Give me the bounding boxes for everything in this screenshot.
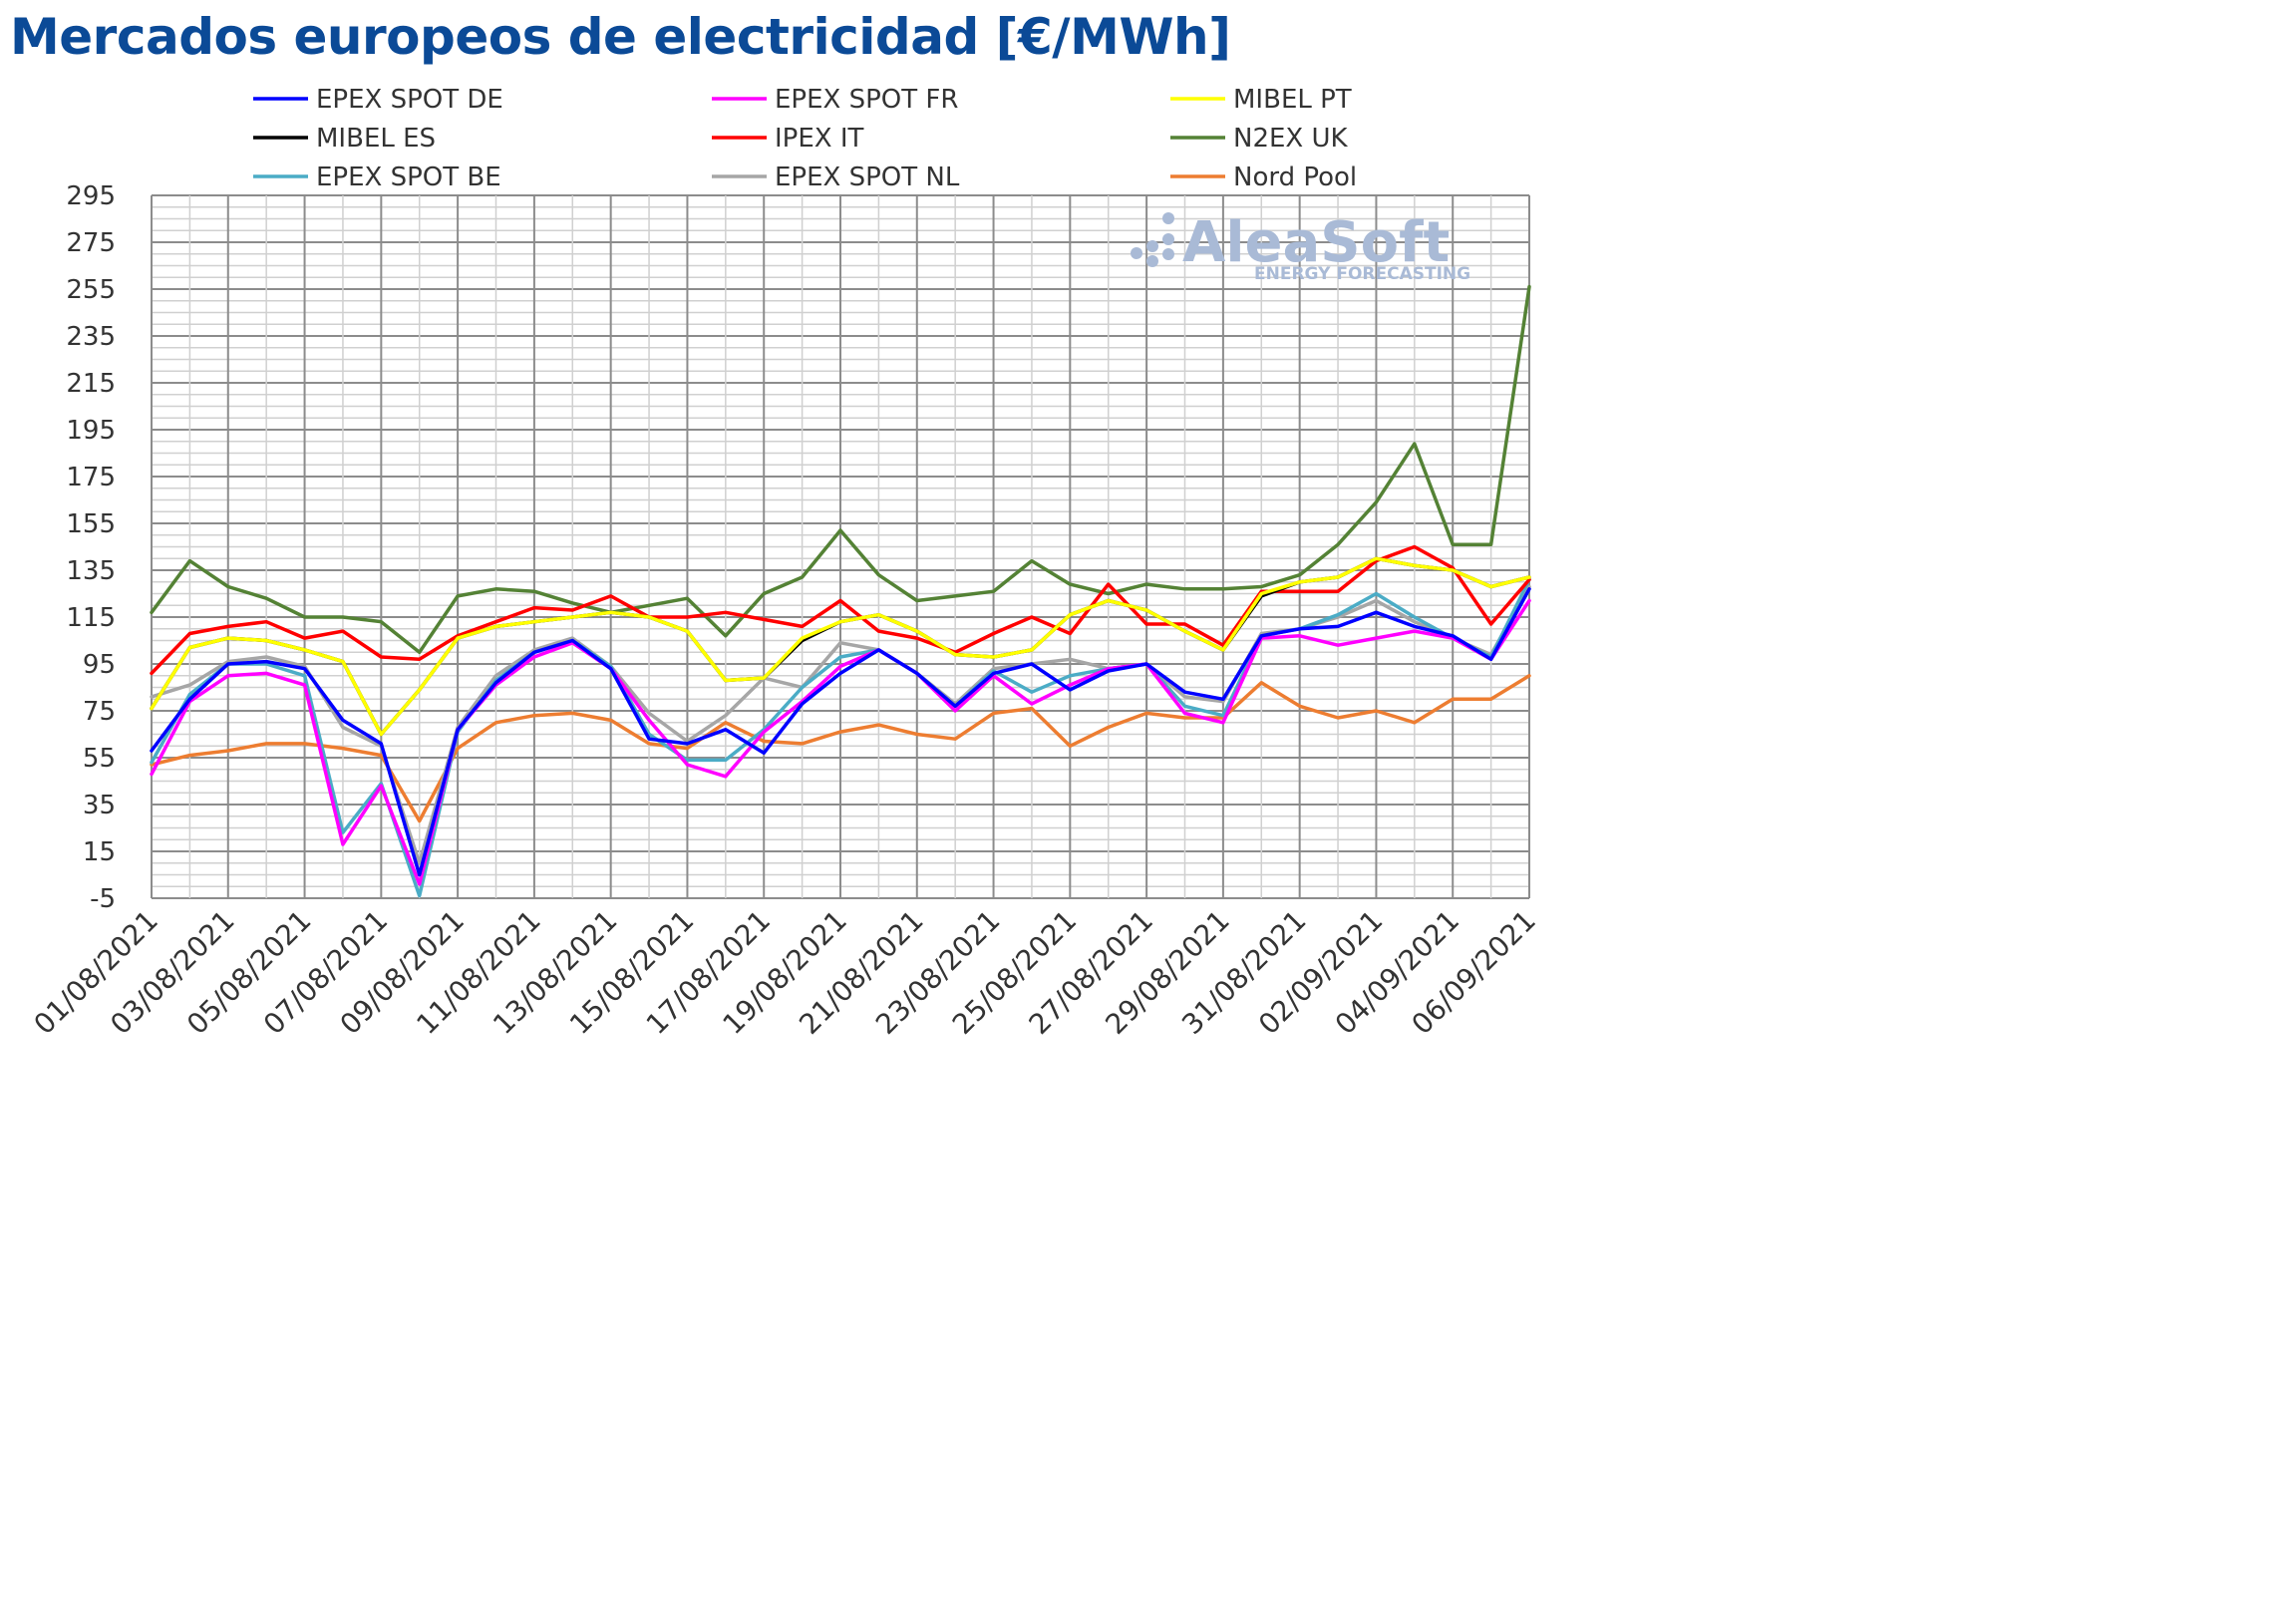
y-tick-label: 75 — [83, 697, 116, 727]
legend-item: MIBEL PT — [1170, 85, 1352, 115]
y-tick-label: 35 — [83, 791, 116, 820]
watermark-tagline: ENERGY FORECASTING — [1254, 264, 1470, 284]
legend-item: MIBEL ES — [253, 124, 436, 154]
legend-item: N2EX UK — [1170, 124, 1349, 154]
y-tick-label: 95 — [83, 650, 116, 680]
y-tick-label: -5 — [90, 884, 116, 914]
watermark-dot-icon — [1131, 247, 1142, 259]
y-tick-label: 275 — [66, 228, 116, 258]
y-tick-label: 115 — [66, 603, 116, 633]
y-tick-label: 155 — [66, 509, 116, 539]
legend-item: EPEX SPOT DE — [253, 85, 503, 115]
series-line-epex-spot-de — [150, 587, 1531, 877]
watermark-dot-icon — [1146, 240, 1158, 252]
y-tick-label: 175 — [66, 463, 116, 492]
legend-item: IPEX IT — [712, 124, 864, 154]
watermark-dot-icon — [1162, 248, 1174, 260]
y-tick-label: 195 — [66, 416, 116, 446]
chart-title: Mercados europeos de electricidad [€/MWh… — [10, 8, 1231, 66]
chart-grid — [151, 194, 1530, 899]
x-axis: 01/08/202103/08/202105/08/202107/08/2021… — [27, 904, 1541, 1041]
y-tick-label: 215 — [66, 369, 116, 399]
series-line-mibel-pt — [150, 556, 1531, 737]
legend-label: IPEX IT — [775, 124, 864, 154]
y-tick-label: 55 — [83, 744, 116, 774]
legend-item: EPEX SPOT BE — [253, 162, 501, 192]
legend-label: EPEX SPOT FR — [775, 85, 958, 115]
legend-label: EPEX SPOT DE — [316, 85, 503, 115]
watermark-dot-icon — [1146, 255, 1158, 267]
series-line-n2ex-uk — [150, 284, 1531, 655]
legend-label: MIBEL PT — [1233, 85, 1352, 115]
legend-item: Nord Pool — [1170, 162, 1357, 192]
line-chart: EPEX SPOT DE EPEX SPOT FR MIBEL PT MIBEL ES… — [27, 85, 1541, 1041]
watermark-dot-icon — [1162, 233, 1174, 245]
legend-label: EPEX SPOT BE — [316, 162, 501, 192]
series-line-epex-spot-fr — [150, 598, 1531, 886]
y-tick-label: 295 — [66, 181, 116, 211]
series-line-ipex-it — [150, 544, 1531, 676]
y-tick-label: 255 — [66, 275, 116, 305]
watermark-brand: AleaSoft — [1182, 210, 1450, 275]
y-tick-label: 235 — [66, 322, 116, 352]
series-lines — [150, 284, 1531, 898]
aleasoft-watermark: AleaSoft ENERGY FORECASTING — [1131, 210, 1470, 284]
legend-label: MIBEL ES — [316, 124, 436, 154]
legend-label: Nord Pool — [1233, 162, 1357, 192]
y-axis: -5 15 35 55 75 95 115 135 155 175 195 215 235 255 275 2… — [66, 181, 116, 914]
y-tick-label: 135 — [66, 556, 116, 586]
y-tick-label: 15 — [83, 837, 116, 867]
legend: EPEX SPOT DE EPEX SPOT FR MIBEL PT MIBEL ES… — [253, 85, 1357, 192]
series-line-nord-pool — [150, 674, 1531, 823]
legend-label: N2EX UK — [1233, 124, 1349, 154]
legend-item: EPEX SPOT FR — [712, 85, 958, 115]
legend-label: EPEX SPOT NL — [775, 162, 960, 192]
watermark-dot-icon — [1162, 212, 1174, 224]
legend-item: EPEX SPOT NL — [712, 162, 960, 192]
